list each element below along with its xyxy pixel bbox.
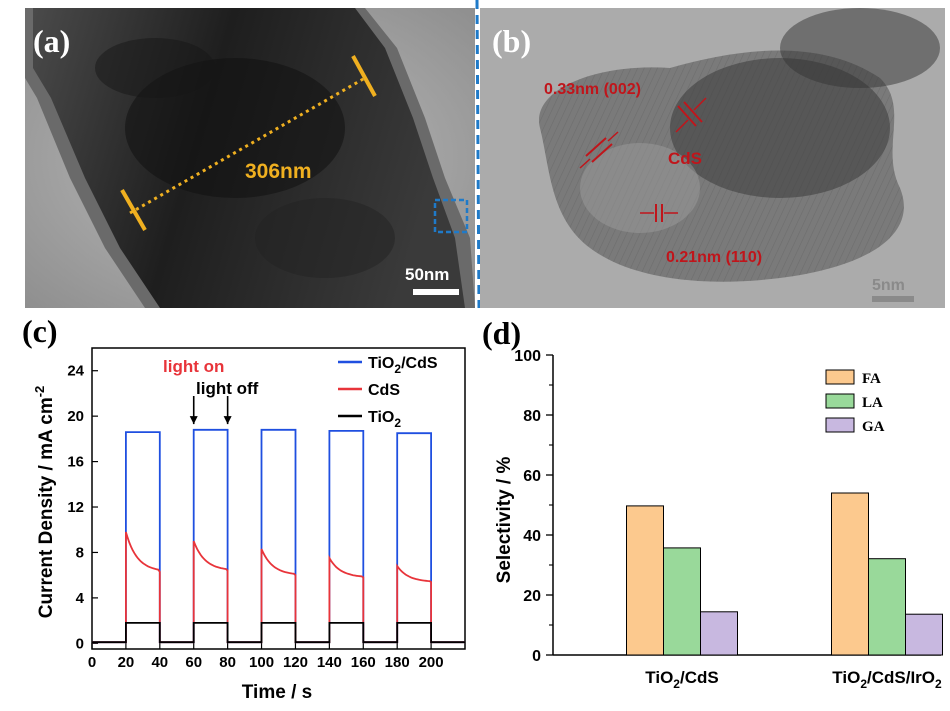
light-on-arrow	[189, 396, 198, 425]
tem-image-a: 306nm 50nm (a)	[25, 8, 475, 308]
y-tick-label: 0	[76, 635, 84, 652]
y-tick-label: 20	[523, 588, 541, 605]
x-tick-label: 0	[88, 654, 96, 671]
bar-fa	[831, 492, 869, 656]
x-tick-label: 160	[351, 654, 376, 671]
x-category-label: TiO2/CdS	[645, 668, 718, 691]
photocurrent-chart-svg: (c) Time / s Current Density / mA cm-2 0…	[22, 313, 466, 703]
hrtem-image-b-svg: 0.33nm (002) CdS 0.21nm (110) 5nm (b)	[480, 8, 945, 308]
legend-swatch	[825, 369, 855, 385]
series-tio2-line	[92, 622, 465, 644]
lattice-marker-2	[675, 97, 707, 133]
light-off-arrow	[223, 396, 232, 425]
y-tick-label: 12	[67, 499, 84, 516]
panel-label-b: (b)	[492, 23, 531, 59]
zoom-divider	[475, 0, 481, 309]
y-tick-label: 100	[514, 348, 541, 365]
y-tick-label: 8	[76, 544, 84, 561]
hrtem-image-b: 0.33nm (002) CdS 0.21nm (110) 5nm (b)	[480, 8, 945, 308]
legend-label: GA	[862, 419, 885, 435]
x-tick-label: 120	[283, 654, 308, 671]
selectivity-chart-svg: (d) Selectivity / % 0 20 40 60 80 100 TiO2/Cd…	[482, 315, 943, 691]
y-tick-label: 4	[76, 590, 85, 607]
particle-light-region	[580, 143, 700, 233]
x-tick-label: 180	[385, 654, 410, 671]
bar-fa	[626, 505, 664, 656]
panel-label-d: (d)	[482, 315, 521, 351]
particle-dark-region	[670, 58, 890, 198]
legend-swatch	[825, 417, 855, 433]
series-tio2-cds-line	[92, 428, 465, 644]
photocurrent-chart: (c) Time / s Current Density / mA cm-2 0…	[0, 312, 470, 706]
measure-tick	[351, 55, 377, 97]
rod-dark-region	[95, 38, 215, 98]
bar-ga	[700, 611, 738, 656]
light-on-label: light on	[163, 357, 224, 376]
bar-ga	[905, 613, 943, 656]
selectivity-chart: (d) Selectivity / % 0 20 40 60 80 100 TiO2/Cd…	[470, 312, 950, 706]
zoom-divider-line	[475, 0, 481, 309]
y-tick-label: 24	[67, 363, 84, 380]
scale-bar-label: 50nm	[405, 265, 449, 284]
lattice-marker-3	[640, 204, 678, 222]
plot-frame	[91, 347, 466, 650]
zoom-region-box	[433, 198, 469, 234]
lattice-label-110: 0.21nm (110)	[666, 249, 762, 266]
y-axis-label-sup: -2	[32, 386, 47, 398]
x-tick-label: 200	[419, 654, 444, 671]
x-tick-label: 140	[317, 654, 342, 671]
y-tick-label: 80	[523, 408, 541, 425]
y-tick-label: 40	[523, 528, 541, 545]
x-tick-label: 60	[185, 654, 202, 671]
panel-label-a: (a)	[33, 23, 70, 59]
y-axis-label: Current Density / mA cm-2	[32, 386, 57, 619]
scale-bar	[872, 296, 914, 302]
bar-la	[868, 558, 906, 656]
y-tick-label: 0	[532, 648, 541, 665]
particle-dark-region	[780, 8, 940, 88]
legend-label: TiO2	[368, 409, 401, 430]
panel-label-c: (c)	[22, 313, 58, 349]
lattice-label-002: 0.33nm (002)	[544, 81, 641, 98]
measure-tick	[120, 189, 147, 231]
legend-label: CdS	[368, 382, 400, 399]
bar-la	[663, 547, 701, 656]
x-axis-label: Time / s	[242, 682, 312, 703]
legend-swatch	[825, 393, 855, 409]
phase-label: CdS	[668, 149, 702, 168]
y-axis-label: Selectivity / %	[494, 457, 515, 584]
y-tick-label: 60	[523, 468, 541, 485]
rod-dark-region	[255, 198, 395, 278]
light-off-label: light off	[196, 379, 259, 398]
measure-label: 306nm	[245, 160, 312, 183]
x-tick-label: 40	[151, 654, 168, 671]
tem-image-a-svg: 306nm 50nm (a)	[25, 8, 475, 308]
series-cds-line	[92, 531, 465, 644]
y-tick-label: 20	[67, 408, 84, 425]
scale-bar	[413, 289, 459, 295]
y-tick-label: 16	[67, 454, 84, 471]
measure-line	[129, 76, 366, 215]
x-category-label: TiO2/CdS/IrO2	[832, 668, 942, 691]
legend-label: LA	[862, 395, 883, 411]
x-tick-label: 100	[249, 654, 274, 671]
legend-label: FA	[862, 371, 881, 387]
scale-bar-label: 5nm	[872, 277, 905, 294]
lattice-marker-1	[579, 131, 619, 169]
x-tick-label: 80	[219, 654, 236, 671]
y-axis-label-text: Current Density / mA cm	[36, 397, 57, 618]
legend-label: TiO2/CdS	[368, 355, 438, 376]
x-tick-label: 20	[118, 654, 135, 671]
